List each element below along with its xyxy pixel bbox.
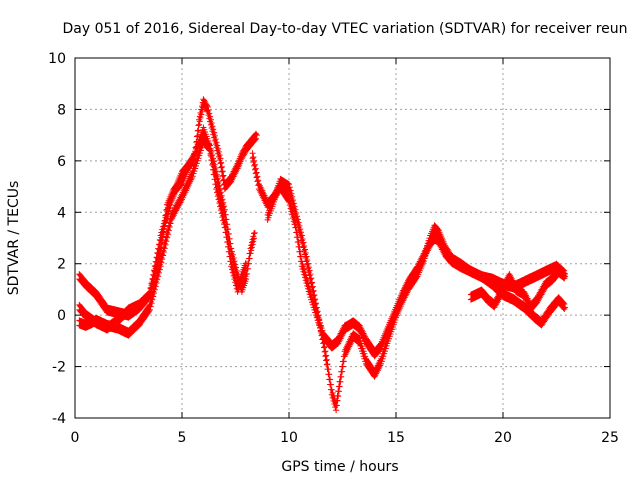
data-series-track-c <box>76 124 250 334</box>
x-tick-label: 10 <box>280 430 298 446</box>
y-tick-label: -2 <box>52 360 66 376</box>
x-axis-label: GPS time / hours <box>281 459 398 475</box>
x-tick-label: 25 <box>601 430 619 446</box>
data-point-markers <box>467 265 569 313</box>
x-tick-label: 15 <box>387 430 405 446</box>
x-tick-label: 20 <box>494 430 512 446</box>
y-axis: -4 -2 0 2 4 6 8 10 <box>48 51 610 427</box>
grid <box>75 58 610 418</box>
x-axis: 0 5 10 15 20 25 <box>71 58 619 446</box>
y-tick-label: 10 <box>48 51 66 67</box>
y-tick-label: 0 <box>57 308 66 324</box>
y-tick-label: 6 <box>57 154 66 170</box>
data-points <box>76 96 569 414</box>
y-tick-label: 2 <box>57 257 66 273</box>
x-tick-label: 5 <box>178 430 187 446</box>
data-series-track-f <box>467 265 569 313</box>
y-tick-label: -4 <box>52 411 66 427</box>
data-point-markers <box>76 124 250 334</box>
y-axis-label: SDTVAR / TECUs <box>6 181 22 296</box>
x-tick-label: 0 <box>71 430 80 446</box>
y-tick-label: 8 <box>57 102 66 118</box>
chart-title: Day 051 of 2016, Sidereal Day-to-day VTE… <box>62 21 627 37</box>
y-tick-label: 4 <box>57 205 66 221</box>
plot-frame <box>74 57 611 419</box>
